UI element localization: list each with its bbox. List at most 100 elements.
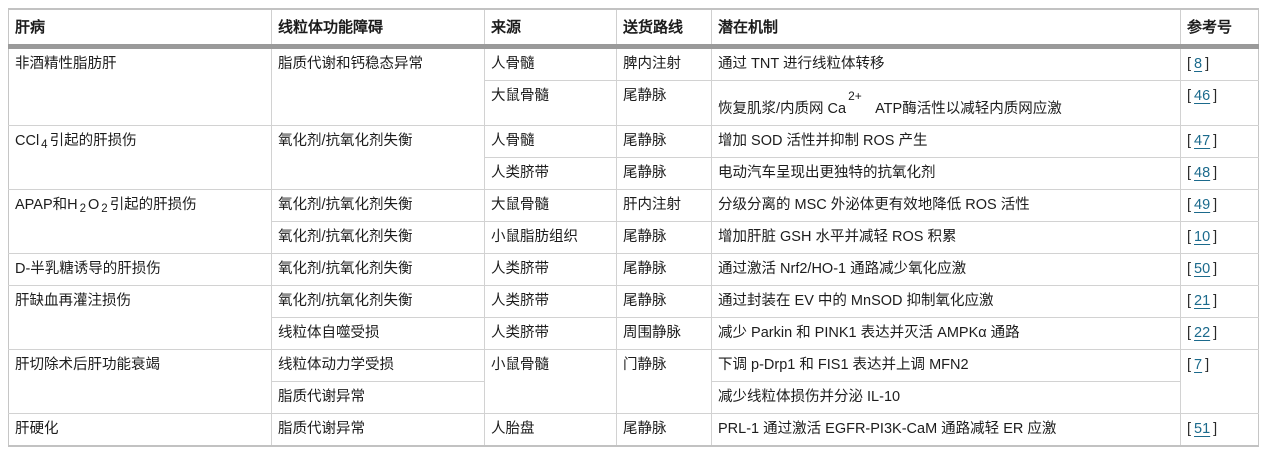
reference-link[interactable]: 51	[1194, 421, 1211, 437]
ref-open-bracket: [	[1187, 56, 1192, 72]
cell-source: 人类脐带	[484, 157, 617, 190]
reference-link[interactable]: 49	[1194, 197, 1211, 213]
cell-route: 脾内注射	[616, 46, 712, 81]
ref-open-bracket: [	[1187, 229, 1192, 245]
cell-mechanism: 通过激活 Nrf2/HO-1 通路减少氧化应激	[711, 253, 1181, 286]
column-header-mechanism: 潜在机制	[711, 8, 1181, 49]
cell-mechanism: 恢复肌浆/内质网 Ca2+ ATP酶活性以减轻内质网应激	[711, 80, 1181, 126]
ref-open-bracket: [	[1187, 133, 1192, 149]
cell-disease: D-半乳糖诱导的肝损伤	[8, 253, 272, 286]
table-row: 氧化剂/抗氧化剂失衡 小鼠脂肪组织 尾静脉 增加肝脏 GSH 水平并减轻 ROS 积累…	[9, 221, 1259, 254]
cell-route: 尾静脉	[616, 253, 712, 286]
ref-close-bracket: ]	[1205, 56, 1210, 72]
ref-close-bracket: ]	[1213, 421, 1218, 437]
cell-source: 人骨髓	[484, 46, 617, 81]
reference-link[interactable]: 8	[1194, 56, 1203, 72]
reference-link[interactable]: 48	[1194, 165, 1211, 181]
column-header-reference: 参考号	[1180, 8, 1259, 49]
ref-close-bracket: ]	[1213, 133, 1218, 149]
cell-source: 人胎盘	[484, 413, 617, 447]
cell-reference: [10]	[1180, 221, 1259, 254]
cell-source: 人骨髓	[484, 125, 617, 158]
cell-dysfunction: 氧化剂/抗氧化剂失衡	[271, 189, 485, 222]
table-row: D-半乳糖诱导的肝损伤 氧化剂/抗氧化剂失衡 人类脐带 尾静脉 通过激活 Nrf2/HO…	[8, 253, 1259, 286]
cell-reference: [22]	[1180, 317, 1259, 350]
cell-disease: 肝缺血再灌注损伤	[8, 285, 272, 350]
ref-open-bracket: [	[1187, 325, 1192, 341]
cell-dysfunction: 脂质代谢异常	[271, 381, 485, 414]
ref-close-bracket: ]	[1213, 229, 1218, 245]
cell-mechanism: 增加 SOD 活性并抑制 ROS 产生	[711, 125, 1181, 158]
cell-reference: [21]	[1180, 285, 1259, 318]
cell-source: 小鼠脂肪组织	[484, 221, 617, 254]
cell-route: 尾静脉	[616, 157, 712, 190]
paper-table-container: 肝病 线粒体功能障碍 来源 送货路线 潜在机制 参考号 非酒精性脂肪肝 脂质代谢和钙稳态异常…	[8, 8, 1259, 447]
ref-close-bracket: ]	[1213, 261, 1218, 277]
cell-route: 周围静脉	[616, 317, 712, 350]
table-row: 肝切除术后肝功能衰竭 线粒体动力学受损 小鼠骨髓 门静脉 下调 p-Drp1 和 FIS…	[8, 349, 1259, 414]
ref-close-bracket: ]	[1213, 293, 1218, 309]
cell-mechanism: 增加肝脏 GSH 水平并减轻 ROS 积累	[711, 221, 1181, 254]
cell-reference: [51]	[1180, 413, 1259, 447]
cell-reference: [8]	[1180, 46, 1259, 81]
cell-route: 门静脉	[616, 349, 712, 414]
cell-dysfunction: 氧化剂/抗氧化剂失衡	[271, 285, 485, 318]
column-header-dysfunction: 线粒体功能障碍	[271, 8, 485, 49]
subscript: 2	[79, 203, 86, 215]
column-header-source: 来源	[484, 8, 617, 49]
cell-source: 人类脐带	[484, 317, 617, 350]
reference-link[interactable]: 10	[1194, 229, 1211, 245]
cell-source: 人类脐带	[484, 285, 617, 318]
reference-link[interactable]: 7	[1194, 357, 1203, 373]
table-row: CCl 4 引起的肝损伤 氧化剂/抗氧化剂失衡 人骨髓 尾静脉 增加 SOD 活性并抑制 R…	[8, 125, 1259, 190]
cell-dysfunction: 脂质代谢和钙稳态异常	[271, 46, 485, 126]
cell-reference: [50]	[1180, 253, 1259, 286]
cell-reference: [7]	[1180, 349, 1259, 414]
cell-reference: [49]	[1180, 189, 1259, 222]
subscript: 4	[41, 139, 48, 151]
cell-route: 尾静脉	[616, 285, 712, 318]
reference-link[interactable]: 47	[1194, 133, 1211, 149]
table-row: APAP和H 2 O 2 引起的肝损伤 氧化剂/抗氧化剂失衡 大鼠骨髓 肝内注射 分级分离的 M…	[8, 189, 1259, 254]
table-row: 肝硬化 脂质代谢异常 人胎盘 尾静脉 PRL-1 通过激活 EGFR-PI3K-CaM …	[8, 413, 1259, 447]
table-row: 非酒精性脂肪肝 脂质代谢和钙稳态异常 人骨髓 脾内注射 通过 TNT 进行线粒体转移[8…	[8, 46, 1259, 126]
ref-open-bracket: [	[1187, 88, 1192, 104]
table-row: 肝缺血再灌注损伤 氧化剂/抗氧化剂失衡 人类脐带 尾静脉 通过封装在 EV 中的 MnS…	[8, 285, 1259, 350]
header-row: 肝病 线粒体功能障碍 来源 送货路线 潜在机制 参考号	[8, 8, 1259, 49]
cell-disease: CCl 4 引起的肝损伤	[8, 125, 272, 190]
cell-mechanism: 减少线粒体损伤并分泌 IL-10	[711, 381, 1181, 414]
cell-route: 尾静脉	[616, 125, 712, 158]
column-header-disease: 肝病	[8, 8, 272, 49]
ref-open-bracket: [	[1187, 197, 1192, 213]
cell-mechanism: 通过封装在 EV 中的 MnSOD 抑制氧化应激	[711, 285, 1181, 318]
reference-link[interactable]: 21	[1194, 293, 1211, 309]
cell-disease: 肝切除术后肝功能衰竭	[8, 349, 272, 414]
ref-open-bracket: [	[1187, 421, 1192, 437]
cell-reference: [48]	[1180, 157, 1259, 190]
reference-link[interactable]: 22	[1194, 325, 1211, 341]
cell-dysfunction: 脂质代谢异常	[271, 413, 485, 447]
ref-close-bracket: ]	[1213, 197, 1218, 213]
table-row: 脂质代谢异常 减少线粒体损伤并分泌 IL-10	[9, 381, 1259, 414]
table-header: 肝病 线粒体功能障碍 来源 送货路线 潜在机制 参考号	[8, 8, 1259, 49]
cell-source: 大鼠骨髓	[484, 80, 617, 126]
cell-source: 大鼠骨髓	[484, 189, 617, 222]
cell-dysfunction: 线粒体动力学受损	[271, 349, 485, 382]
ref-close-bracket: ]	[1213, 165, 1218, 181]
ref-open-bracket: [	[1187, 293, 1192, 309]
reference-link[interactable]: 50	[1194, 261, 1211, 277]
reference-link[interactable]: 46	[1194, 88, 1211, 104]
ref-close-bracket: ]	[1205, 357, 1210, 373]
cell-dysfunction: 氧化剂/抗氧化剂失衡	[271, 253, 485, 286]
cell-route: 肝内注射	[616, 189, 712, 222]
cell-disease: 肝硬化	[8, 413, 272, 447]
cell-mechanism: 电动汽车呈现出更独特的抗氧化剂	[711, 157, 1181, 190]
table-row: 大鼠骨髓 尾静脉 恢复肌浆/内质网 Ca2+ ATP酶活性以减轻内质网应激[46]	[9, 80, 1259, 126]
ref-open-bracket: [	[1187, 165, 1192, 181]
ref-close-bracket: ]	[1213, 88, 1218, 104]
cell-dysfunction: 线粒体自噬受损	[271, 317, 485, 350]
ref-close-bracket: ]	[1213, 325, 1218, 341]
cell-mechanism: 通过 TNT 进行线粒体转移	[711, 46, 1181, 81]
cell-route: 尾静脉	[616, 221, 712, 254]
cell-source: 小鼠骨髓	[484, 349, 617, 414]
